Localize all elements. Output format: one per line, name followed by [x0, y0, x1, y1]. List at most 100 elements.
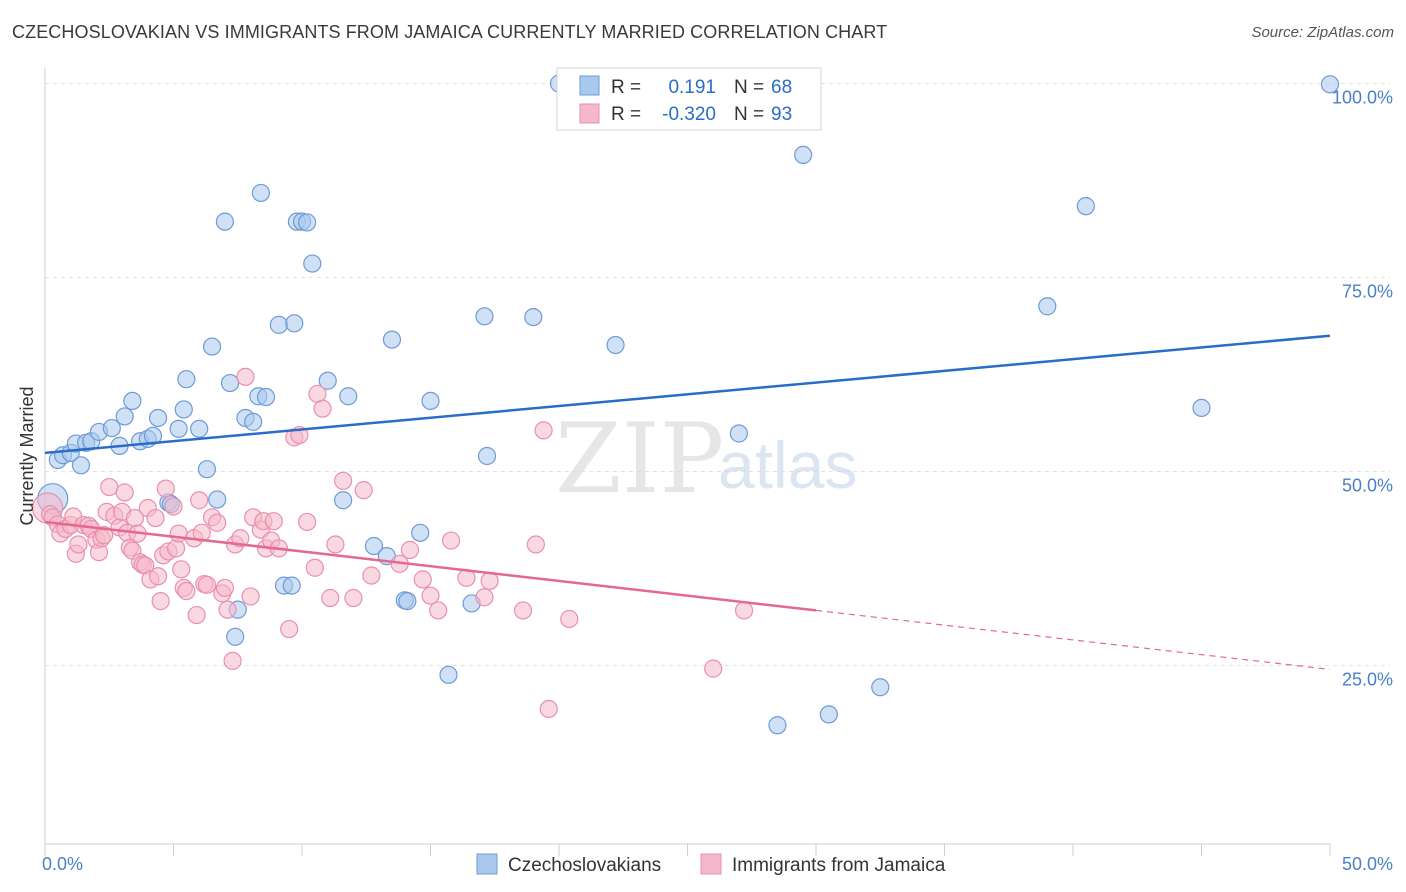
point-jamaica-46 [187, 605, 206, 625]
legend-r-value-pink: -0.320 [662, 104, 716, 125]
point-jamaica-83 [413, 570, 432, 589]
y-tick-label-50: 50.0% [1342, 476, 1393, 496]
point-czechoslovakians-68 [1320, 75, 1340, 94]
legend-n-label-blue: N = [734, 77, 764, 98]
point-jamaica-91 [526, 535, 545, 554]
series-legend: Czechoslovakians Immigrants from Jamaica [476, 853, 946, 876]
point-jamaica-58 [231, 529, 250, 548]
trend-line-jamaica [44, 520, 817, 612]
point-czechoslovakians-25 [208, 490, 227, 509]
point-jamaica-96 [734, 601, 754, 620]
point-czechoslovakians-59 [606, 335, 625, 355]
point-jamaica-47 [190, 491, 209, 510]
point-jamaica-85 [429, 601, 448, 620]
point-czechoslovakians-51 [411, 523, 430, 542]
point-czechoslovakians-55 [475, 307, 494, 326]
x-tick-label-max: 50.0% [1342, 854, 1393, 874]
point-czechoslovakians-16 [148, 408, 168, 428]
point-czechoslovakians-52 [421, 391, 440, 411]
trend-line-jamaica-extrapolated [815, 609, 1331, 670]
watermark-zip: ZIP [555, 403, 724, 515]
point-jamaica-41 [169, 524, 188, 543]
point-jamaica-68 [280, 619, 299, 639]
point-czechoslovakians-15 [143, 426, 163, 445]
y-tick-label-75: 75.0% [1342, 282, 1393, 302]
y-axis-title: Currently Married [17, 386, 37, 525]
point-jamaica-33 [146, 508, 165, 528]
point-czechoslovakians-38 [285, 314, 304, 333]
point-jamaica-92 [534, 421, 553, 440]
point-jamaica-86 [441, 531, 461, 550]
point-jamaica-76 [326, 535, 345, 554]
point-czechoslovakians-22 [190, 419, 209, 438]
legend-n-label-pink: N = [734, 104, 764, 125]
point-jamaica-60 [241, 587, 260, 606]
point-czechoslovakians-45 [339, 387, 358, 406]
point-czechoslovakians-48 [382, 330, 402, 349]
correlation-legend: R = 0.191 N = 68 R = -0.320 N = 93 [556, 67, 822, 131]
series-legend-label-czechoslovakians: Czechoslovakians [508, 855, 661, 876]
y-tick-label-25: 25.0% [1342, 670, 1393, 690]
series-legend-swatch-jamaica [700, 853, 722, 875]
point-czechoslovakians-20 [174, 400, 193, 419]
point-czechoslovakians-26 [215, 212, 234, 231]
point-jamaica-56 [223, 651, 242, 670]
point-jamaica-90 [513, 601, 533, 620]
legend-swatch-blue [579, 75, 600, 96]
legend-swatch-pink [579, 103, 600, 124]
point-jamaica-95 [704, 659, 723, 678]
point-czechoslovakians-34 [256, 387, 276, 407]
legend-n-value-pink: 93 [771, 104, 792, 125]
legend-n-value-blue: 68 [771, 77, 792, 98]
point-jamaica-48 [192, 523, 211, 542]
point-jamaica-54 [215, 578, 234, 598]
point-czechoslovakians-19 [169, 419, 188, 438]
point-czechoslovakians-23 [197, 460, 217, 479]
point-jamaica-44 [177, 581, 196, 601]
point-czechoslovakians-67 [1192, 398, 1211, 417]
point-czechoslovakians-28 [226, 627, 245, 646]
point-jamaica-66 [264, 512, 283, 531]
point-jamaica-50 [197, 575, 217, 594]
point-czechoslovakians-65 [1038, 297, 1057, 316]
point-czechoslovakians-44 [334, 491, 353, 510]
point-czechoslovakians-21 [177, 370, 196, 389]
point-jamaica-74 [313, 399, 332, 418]
point-jamaica-22 [115, 483, 134, 502]
series-legend-swatch-czechoslovakians [476, 853, 498, 875]
point-jamaica-35 [151, 592, 170, 611]
point-czechoslovakians-56 [477, 446, 497, 466]
point-czechoslovakians-62 [794, 145, 813, 165]
legend-r-label-pink: R = [611, 104, 641, 125]
point-czechoslovakians-12 [123, 391, 142, 411]
point-czechoslovakians-43 [318, 371, 337, 390]
point-jamaica-82 [400, 540, 420, 559]
trend-lines [44, 334, 1331, 670]
point-czechoslovakians-41 [298, 213, 317, 232]
point-jamaica-80 [362, 566, 381, 585]
point-czechoslovakians-63 [819, 705, 838, 724]
point-jamaica-18 [100, 477, 119, 497]
point-czechoslovakians-53 [439, 665, 458, 684]
point-czechoslovakians-5 [71, 456, 91, 475]
point-czechoslovakians-64 [871, 678, 890, 697]
point-czechoslovakians-9 [102, 418, 121, 438]
legend-r-value-blue: 0.191 [668, 77, 716, 98]
point-czechoslovakians-60 [729, 424, 749, 443]
point-czechoslovakians-31 [244, 412, 263, 431]
x-tick-label-min: 0.0% [42, 854, 83, 874]
point-czechoslovakians-61 [768, 716, 787, 735]
legend-box [556, 67, 822, 131]
x-tick-labels: 0.0% 50.0% [42, 854, 1393, 874]
point-jamaica-55 [218, 600, 237, 619]
point-jamaica-72 [305, 558, 324, 577]
axes [44, 68, 1331, 856]
point-jamaica-16 [95, 526, 114, 545]
chart-title: CZECHOSLOVAKIAN VS IMMIGRANTS FROM JAMAI… [12, 22, 888, 42]
point-jamaica-88 [475, 588, 494, 607]
point-jamaica-9 [69, 535, 88, 554]
y-tick-label-100: 100.0% [1332, 88, 1393, 108]
legend-r-label-blue: R = [611, 77, 641, 98]
point-jamaica-94 [560, 609, 579, 629]
point-czechoslovakians-37 [282, 576, 301, 595]
